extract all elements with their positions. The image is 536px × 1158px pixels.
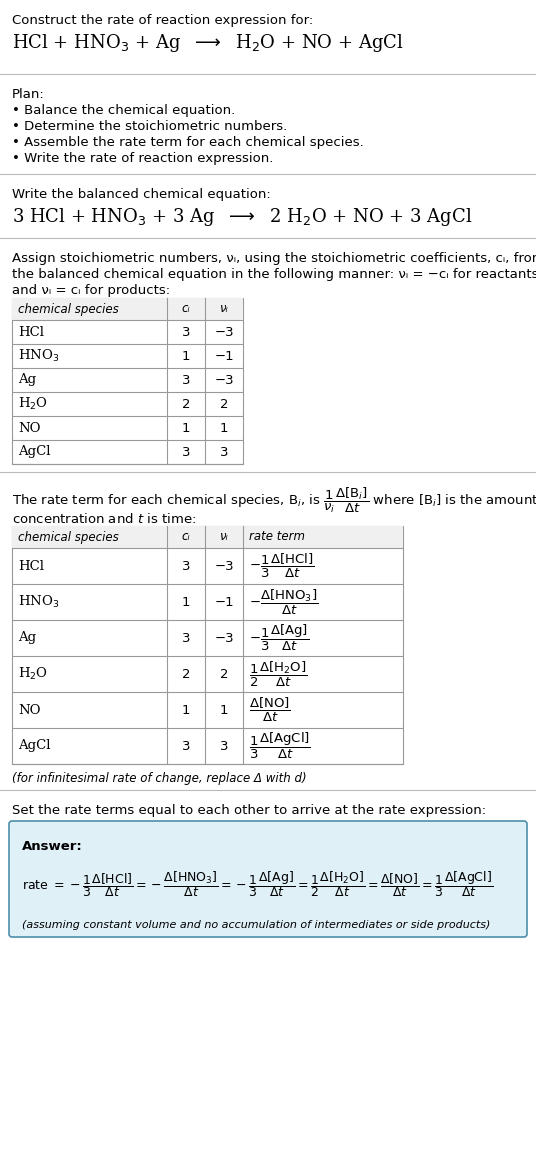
Text: νᵢ: νᵢ: [220, 530, 228, 543]
Text: 3: 3: [182, 446, 190, 459]
Text: 2: 2: [182, 397, 190, 410]
Text: rate term: rate term: [249, 530, 305, 543]
Text: HCl: HCl: [18, 559, 44, 572]
Text: νᵢ: νᵢ: [220, 302, 228, 315]
Text: 1: 1: [182, 350, 190, 362]
Text: concentration and $t$ is time:: concentration and $t$ is time:: [12, 512, 196, 526]
Bar: [12, 298, 243, 464]
Text: HNO$_3$: HNO$_3$: [18, 347, 59, 364]
Text: −3: −3: [214, 374, 234, 387]
Text: H$_2$O: H$_2$O: [18, 396, 48, 412]
Text: (assuming constant volume and no accumulation of intermediates or side products): (assuming constant volume and no accumul…: [22, 919, 490, 930]
Text: 3: 3: [182, 325, 190, 338]
Text: 3: 3: [182, 374, 190, 387]
Text: $-\dfrac{1}{3}\dfrac{\Delta[\mathrm{Ag}]}{\Delta t}$: $-\dfrac{1}{3}\dfrac{\Delta[\mathrm{Ag}]…: [249, 623, 309, 653]
Text: 1: 1: [182, 422, 190, 434]
Text: 2: 2: [220, 667, 228, 681]
Text: the balanced chemical equation in the following manner: νᵢ = −cᵢ for reactants: the balanced chemical equation in the fo…: [12, 267, 536, 281]
Text: −1: −1: [214, 350, 234, 362]
Text: AgCl: AgCl: [18, 446, 50, 459]
Text: • Determine the stoichiometric numbers.: • Determine the stoichiometric numbers.: [12, 120, 287, 133]
Bar: [12, 298, 243, 320]
Text: −1: −1: [214, 595, 234, 608]
Text: Plan:: Plan:: [12, 88, 44, 101]
Text: 3: 3: [182, 631, 190, 645]
Text: NO: NO: [18, 422, 41, 434]
Text: NO: NO: [18, 704, 41, 717]
Text: −3: −3: [214, 559, 234, 572]
Text: 1: 1: [220, 704, 228, 717]
Text: 3: 3: [182, 559, 190, 572]
Text: chemical species: chemical species: [18, 302, 119, 315]
Text: Write the balanced chemical equation:: Write the balanced chemical equation:: [12, 188, 271, 201]
Text: chemical species: chemical species: [18, 530, 119, 543]
Text: −3: −3: [214, 325, 234, 338]
Text: Construct the rate of reaction expression for:: Construct the rate of reaction expressio…: [12, 14, 313, 27]
Text: • Assemble the rate term for each chemical species.: • Assemble the rate term for each chemic…: [12, 135, 364, 149]
Text: Answer:: Answer:: [22, 840, 83, 853]
Text: HNO$_3$: HNO$_3$: [18, 594, 59, 610]
Bar: [12, 526, 403, 764]
Text: AgCl: AgCl: [18, 740, 50, 753]
Text: $\dfrac{\Delta[\mathrm{NO}]}{\Delta t}$: $\dfrac{\Delta[\mathrm{NO}]}{\Delta t}$: [249, 696, 291, 724]
Text: 1: 1: [182, 595, 190, 608]
Text: $-\dfrac{\Delta[\mathrm{HNO_3}]}{\Delta t}$: $-\dfrac{\Delta[\mathrm{HNO_3}]}{\Delta …: [249, 587, 318, 616]
Text: 2: 2: [220, 397, 228, 410]
Text: cᵢ: cᵢ: [182, 302, 190, 315]
Text: H$_2$O: H$_2$O: [18, 666, 48, 682]
Text: HCl: HCl: [18, 325, 44, 338]
Text: Ag: Ag: [18, 631, 36, 645]
Text: Ag: Ag: [18, 374, 36, 387]
Text: 2: 2: [182, 667, 190, 681]
Text: 3: 3: [182, 740, 190, 753]
Text: • Balance the chemical equation.: • Balance the chemical equation.: [12, 104, 235, 117]
Text: $-\dfrac{1}{3}\dfrac{\Delta[\mathrm{HCl}]}{\Delta t}$: $-\dfrac{1}{3}\dfrac{\Delta[\mathrm{HCl}…: [249, 552, 315, 580]
Text: 1: 1: [182, 704, 190, 717]
Text: $\dfrac{1}{3}\dfrac{\Delta[\mathrm{AgCl}]}{\Delta t}$: $\dfrac{1}{3}\dfrac{\Delta[\mathrm{AgCl}…: [249, 731, 311, 761]
Text: and νᵢ = cᵢ for products:: and νᵢ = cᵢ for products:: [12, 284, 170, 296]
Text: 1: 1: [220, 422, 228, 434]
Text: (for infinitesimal rate of change, replace Δ with d): (for infinitesimal rate of change, repla…: [12, 772, 307, 785]
Text: 3: 3: [220, 740, 228, 753]
Text: • Write the rate of reaction expression.: • Write the rate of reaction expression.: [12, 152, 273, 164]
Text: 3: 3: [220, 446, 228, 459]
Text: −3: −3: [214, 631, 234, 645]
Text: Assign stoichiometric numbers, νᵢ, using the stoichiometric coefficients, cᵢ, fr: Assign stoichiometric numbers, νᵢ, using…: [12, 252, 536, 265]
Bar: [12, 526, 403, 548]
Text: HCl + HNO$_3$ + Ag  $\longrightarrow$  H$_2$O + NO + AgCl: HCl + HNO$_3$ + Ag $\longrightarrow$ H$_…: [12, 32, 404, 54]
Text: $\dfrac{1}{2}\dfrac{\Delta[\mathrm{H_2O}]}{\Delta t}$: $\dfrac{1}{2}\dfrac{\Delta[\mathrm{H_2O}…: [249, 659, 307, 689]
Text: The rate term for each chemical species, B$_i$, is $\dfrac{1}{\nu_i}\dfrac{\Delt: The rate term for each chemical species,…: [12, 486, 536, 515]
Text: 3 HCl + HNO$_3$ + 3 Ag  $\longrightarrow$  2 H$_2$O + NO + 3 AgCl: 3 HCl + HNO$_3$ + 3 Ag $\longrightarrow$…: [12, 206, 472, 228]
FancyBboxPatch shape: [9, 821, 527, 937]
Text: Set the rate terms equal to each other to arrive at the rate expression:: Set the rate terms equal to each other t…: [12, 804, 486, 818]
Text: rate $= -\dfrac{1}{3}\dfrac{\Delta[\mathrm{HCl}]}{\Delta t}$$ = -\dfrac{\Delta[\: rate $= -\dfrac{1}{3}\dfrac{\Delta[\math…: [22, 868, 493, 899]
Text: cᵢ: cᵢ: [182, 530, 190, 543]
